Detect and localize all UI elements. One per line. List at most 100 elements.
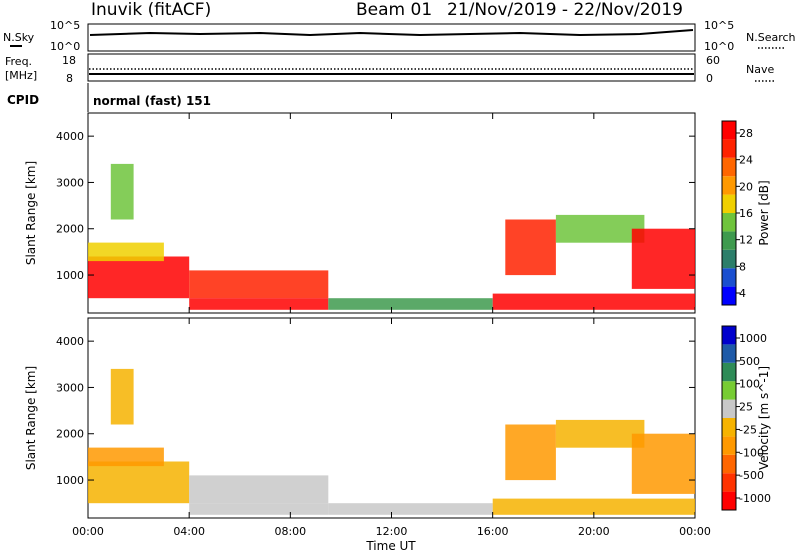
velocity-cell-7 xyxy=(555,419,645,448)
power-cell-4 xyxy=(328,298,493,310)
colorbar-swatch xyxy=(722,194,736,213)
colorbar-swatch xyxy=(722,418,736,437)
colorbar-swatch xyxy=(722,268,736,287)
noise-left-tick-bottom: 10^0 xyxy=(50,40,80,53)
colorbar-swatch xyxy=(722,249,736,269)
y-tick-label: 2000 xyxy=(56,223,84,236)
velocity-cell-6 xyxy=(505,424,556,481)
colorbar-swatch xyxy=(722,121,736,140)
colorbar-swatch xyxy=(722,381,736,400)
freq-left-tick-bottom: 8 xyxy=(66,72,73,85)
colorbar-tick-label: -500 xyxy=(739,469,764,482)
y-tick-label: 1000 xyxy=(56,474,84,487)
colorbar-swatch xyxy=(722,454,736,474)
y-tick-label: 3000 xyxy=(56,381,84,394)
nave-right-tick-bottom: 0 xyxy=(706,72,713,85)
power-cell-3 xyxy=(189,298,329,310)
colorbar-tick-label: 24 xyxy=(739,154,753,167)
power-cell-1 xyxy=(88,242,164,262)
velocity-cell-1 xyxy=(88,447,164,467)
x-tick-label: 12:00 xyxy=(376,525,408,538)
x-tick-label: 08:00 xyxy=(274,525,306,538)
beam-label: Beam 01 xyxy=(356,0,432,20)
colorbar-tick-label: 4 xyxy=(739,287,746,300)
freq-label: Freq. xyxy=(5,55,32,68)
noise-search-label: N.Search xyxy=(746,31,796,44)
station-title: Inuvik (fitACF) xyxy=(91,0,211,20)
velocity-cell-3 xyxy=(189,503,329,515)
power-colorbar: 28 24 20 16 12 8 4 xyxy=(721,120,753,306)
y-tick-label: 2000 xyxy=(56,428,84,441)
velocity-y-axis: 1000 2000 3000 4000 xyxy=(56,335,695,487)
velocity-cell-9 xyxy=(110,368,134,425)
colorbar-swatch xyxy=(722,286,736,305)
x-tick-label: 04:00 xyxy=(173,525,205,538)
colorbar-swatch xyxy=(722,176,736,195)
noise-panel xyxy=(87,23,696,52)
colorbar-tick-label: 100 xyxy=(739,378,760,391)
colorbar-swatch xyxy=(722,139,736,158)
colorbar-swatch xyxy=(722,157,736,177)
colorbar-frame xyxy=(721,325,737,511)
y-tick-label: 4000 xyxy=(56,130,84,143)
noise-right-tick-bottom: 10^0 xyxy=(704,40,734,53)
time-axis-labels: 00:00 04:00 08:00 12:00 16:00 20:00 00:00 xyxy=(72,525,711,538)
nave-label: Nave xyxy=(746,63,774,76)
velocity-cell-0 xyxy=(88,461,190,504)
colorbar-swatch xyxy=(722,473,736,492)
colorbar-tick-label: 1000 xyxy=(739,332,767,345)
colorbar-tick-label: -25 xyxy=(739,423,757,436)
colorbar-swatch xyxy=(722,231,736,250)
power-y-axis: 1000 2000 3000 4000 xyxy=(56,130,695,282)
colorbar-swatch xyxy=(722,399,736,418)
power-cell-8 xyxy=(631,228,695,289)
noise-sky-line xyxy=(89,29,694,37)
power-heatmap xyxy=(88,163,695,310)
cpid-label: CPID xyxy=(7,93,39,107)
power-cell-6 xyxy=(505,219,556,276)
power-cell-0 xyxy=(88,256,190,299)
date-range: 21/Nov/2019 - 22/Nov/2019 xyxy=(447,0,683,20)
nave-right-tick-top: 60 xyxy=(706,54,720,67)
velocity-y-label: Slant Range [km] xyxy=(24,366,38,470)
x-axis-title: Time UT xyxy=(365,539,416,553)
x-tick-label: 16:00 xyxy=(477,525,509,538)
velocity-panel: 1000 2000 3000 4000 Slant Range [km] 1000 50… xyxy=(24,317,771,519)
colorbar-swatch xyxy=(722,362,736,382)
power-y-label: Slant Range [km] xyxy=(24,161,38,265)
power-panel: 1000 2000 3000 4000 Slant Range [km] 28 24 20… xyxy=(24,112,771,314)
colorbar-tick-label: 12 xyxy=(739,234,753,247)
power-x-axis xyxy=(87,113,696,313)
x-tick-label: 20:00 xyxy=(578,525,610,538)
freq-panel xyxy=(87,53,696,82)
velocity-colorbar-label: Velocity [m s^-1] xyxy=(757,366,771,470)
colorbar-tick-label: 25 xyxy=(739,401,753,414)
x-tick-label: 00:00 xyxy=(72,525,104,538)
colorbar-tick-label: 28 xyxy=(739,127,753,140)
noise-sky-label: N.Sky xyxy=(3,31,35,44)
noise-right-tick-top: 10^5 xyxy=(704,19,734,32)
colorbar-tick-label: -100 xyxy=(739,446,764,459)
power-cell-9 xyxy=(110,163,134,220)
power-cell-7 xyxy=(555,214,645,243)
y-tick-label: 3000 xyxy=(56,176,84,189)
velocity-heatmap xyxy=(88,368,695,515)
colorbar-tick-label: 500 xyxy=(739,355,760,368)
velocity-colorbar: 1000 500 100 25 -25 -100 -500 -1000 xyxy=(721,325,771,511)
colorbar-swatch xyxy=(722,344,736,363)
power-cell-5 xyxy=(492,293,695,310)
colorbar-swatch xyxy=(722,213,736,232)
colorbar-tick-label: 20 xyxy=(739,180,753,193)
y-tick-label: 1000 xyxy=(56,269,84,282)
colorbar-tick-label: 16 xyxy=(739,207,753,220)
velocity-x-axis xyxy=(87,318,696,518)
velocity-cell-2 xyxy=(189,475,329,504)
colorbar-tick-label: -1000 xyxy=(739,492,771,505)
velocity-cell-4 xyxy=(328,503,493,515)
velocity-cell-8 xyxy=(631,433,695,494)
power-cell-2 xyxy=(189,270,329,299)
power-colorbar-label: Power [dB] xyxy=(757,180,771,245)
colorbar-tick-label: 8 xyxy=(739,260,746,273)
